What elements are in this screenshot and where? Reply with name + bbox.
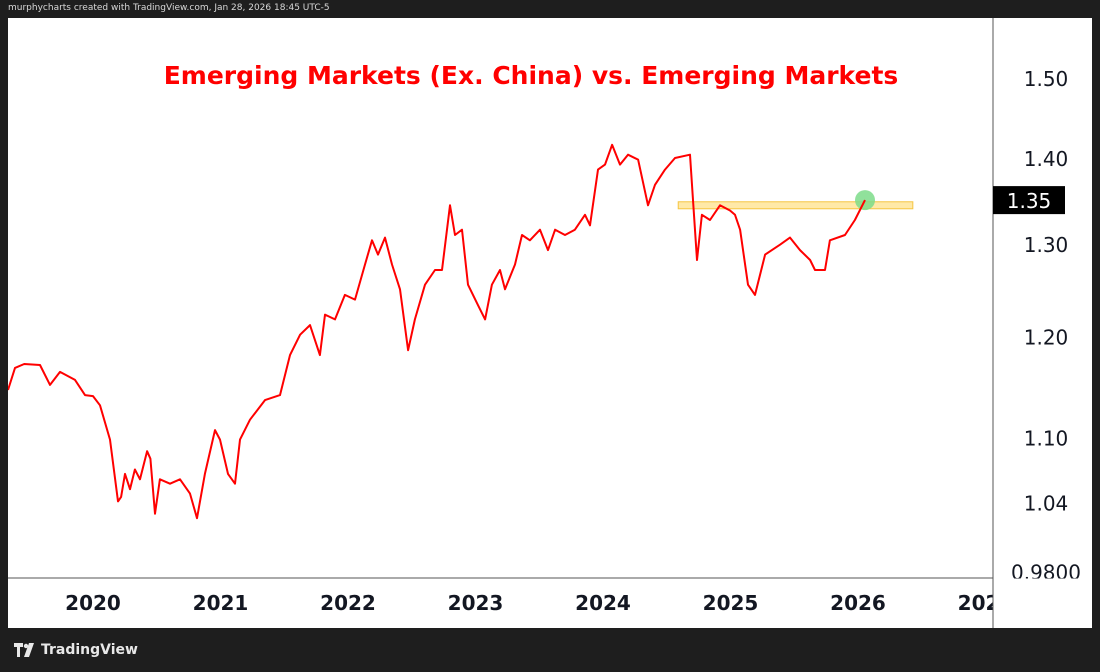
x-tick-label: 2024 <box>575 591 631 615</box>
x-tick-label: 2023 <box>448 591 504 615</box>
y-tick-label: 1.20 <box>1024 326 1069 350</box>
series-line <box>7 143 866 520</box>
chart[interactable]: Emerging Markets (Ex. China) vs. Emergin… <box>7 18 1092 628</box>
support-zone <box>677 201 914 210</box>
time-axis[interactable]: 2020 2021 2022 2023 2024 2025 2026 2027 <box>65 578 1092 628</box>
footer: TradingView <box>0 628 1100 672</box>
plot-area <box>7 143 914 520</box>
y-tick-label: 1.04 <box>1024 491 1069 515</box>
last-price-label-bg <box>993 186 1065 215</box>
x-tick-label: 2022 <box>320 591 376 615</box>
chart-title: Emerging Markets (Ex. China) vs. Emergin… <box>164 61 899 90</box>
chart-frame: Emerging Markets (Ex. China) vs. Emergin… <box>7 18 1092 628</box>
y-tick-label: 1.40 <box>1024 147 1069 171</box>
x-tick-label: 2021 <box>193 591 249 615</box>
tradingview-logo[interactable]: TradingView <box>14 642 138 658</box>
x-tick-label: 2025 <box>703 591 759 615</box>
x-tick-label: 2020 <box>65 591 121 615</box>
y-tick-label: 1.30 <box>1024 233 1069 257</box>
axis-corner <box>993 578 1092 628</box>
y-tick-label: 1.10 <box>1024 426 1069 450</box>
chart-credit: murphycharts created with TradingView.co… <box>8 3 330 13</box>
last-price-label: 1.35 <box>1007 189 1052 213</box>
y-tick-label: 1.50 <box>1024 67 1069 91</box>
tradingview-logo-icon <box>14 643 34 657</box>
x-tick-label: 2026 <box>830 591 886 615</box>
tradingview-brand-text: TradingView <box>41 642 138 658</box>
